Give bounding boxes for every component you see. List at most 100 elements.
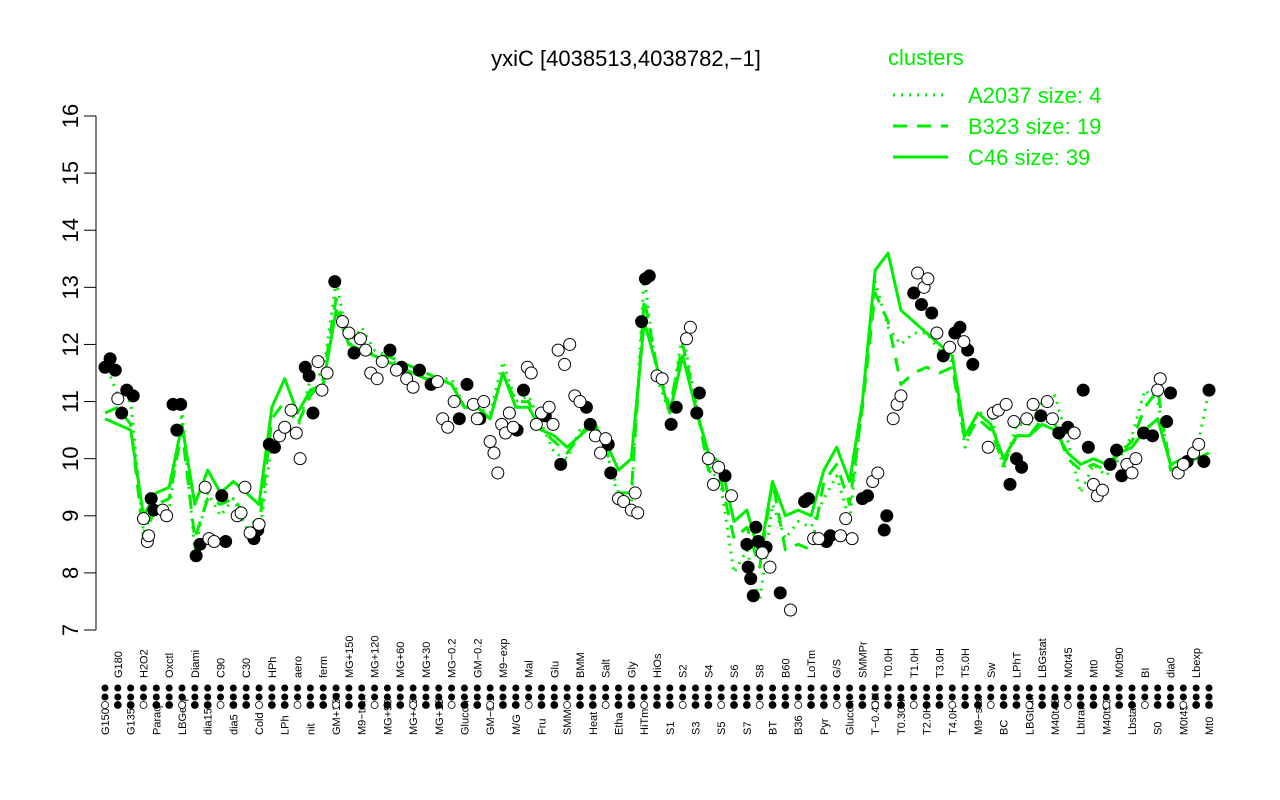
y-tick-label: 14 [58, 218, 83, 242]
rug-mark [1115, 684, 1123, 692]
x-tick-label: M/G [511, 714, 523, 735]
x-tick-label: HiTm [639, 709, 651, 735]
rug-mark [627, 701, 636, 709]
rug-mark [717, 701, 726, 709]
data-point-filled [953, 320, 967, 334]
x-tick-label: T2.0H [922, 705, 934, 735]
rug-mark [152, 693, 160, 701]
x-tick-label: S5 [716, 722, 728, 735]
x-tick-label: LoTm [806, 650, 818, 678]
rug-mark [409, 684, 417, 692]
rug-mark [601, 701, 610, 709]
data-point-open [160, 509, 174, 523]
data-point-open [573, 395, 587, 409]
x-tick-label: B60 [780, 658, 792, 678]
data-point-filled [642, 269, 656, 283]
rug-mark [294, 684, 302, 692]
data-point-open [999, 397, 1013, 411]
rug-mark [486, 693, 494, 701]
data-point-filled [1146, 429, 1160, 443]
rug-mark [794, 693, 802, 701]
rug-mark [550, 684, 558, 692]
data-point-filled [773, 586, 787, 600]
rug-mark [101, 693, 109, 701]
rug-mark [511, 701, 520, 709]
data-point-filled [907, 286, 921, 300]
rug-mark [576, 701, 584, 709]
x-tick-label: Cold [254, 712, 266, 735]
rug-mark [858, 693, 866, 701]
rug-mark [794, 684, 802, 692]
x-tick-label: S6 [729, 665, 741, 678]
data-point-filled [174, 397, 188, 411]
rug-mark [807, 693, 815, 701]
rug-mark [974, 684, 982, 692]
data-point-filled [189, 549, 203, 563]
data-point-open [683, 320, 697, 334]
rug-mark [871, 684, 879, 692]
data-point-open [871, 466, 885, 480]
rug-mark [165, 701, 174, 709]
rug-mark [447, 701, 456, 709]
rug-mark [1128, 701, 1136, 709]
data-point-filled [1197, 455, 1211, 469]
data-point-open [441, 420, 455, 434]
rug-mark [1115, 693, 1123, 701]
rug-mark [1064, 684, 1072, 692]
data-point-open [491, 466, 505, 480]
data-point-open [335, 315, 349, 329]
data-point-open [342, 326, 356, 340]
data-point-open [701, 452, 715, 466]
rug-mark [1038, 684, 1046, 692]
rug-mark [281, 693, 289, 701]
rug-mark [306, 684, 314, 692]
x-tick-label: Lbtran [1076, 704, 1088, 735]
rug-mark [409, 693, 417, 701]
rug-mark [537, 693, 545, 701]
rug-mark [1205, 693, 1213, 701]
rug-mark [640, 701, 649, 709]
x-tick-label: Sw [986, 663, 998, 678]
rug-mark [191, 684, 199, 692]
rug-mark [1166, 701, 1175, 709]
x-tick-label: M0t45 [1063, 647, 1075, 678]
rug-mark [756, 684, 764, 692]
rug-mark [1051, 701, 1059, 709]
rug-mark [704, 693, 712, 701]
data-point-open [389, 363, 403, 377]
rug-mark [191, 693, 199, 701]
rug-mark [743, 684, 751, 692]
data-point-filled [1009, 452, 1023, 466]
rug-mark [935, 693, 943, 701]
data-points [98, 266, 1216, 617]
data-point-open [981, 440, 995, 454]
data-point-open [243, 526, 257, 540]
rug-mark [204, 684, 212, 692]
rug-mark [602, 693, 610, 701]
data-point-open [1125, 466, 1139, 480]
rug-mark [666, 693, 674, 701]
data-point-filled [669, 400, 683, 414]
rug-mark [948, 701, 957, 709]
x-tick-label: BT [768, 721, 780, 735]
rug-mark [1179, 693, 1187, 701]
rug-mark [614, 701, 623, 709]
rug-mark [999, 701, 1008, 709]
x-tick-label: BI [1140, 668, 1152, 678]
rug-mark [576, 684, 584, 692]
rug-mark [948, 693, 956, 701]
data-point-filled [516, 383, 530, 397]
data-point-open [238, 480, 252, 494]
rug-mark [730, 693, 738, 701]
x-tick-label: S4 [703, 665, 715, 678]
x-tick-label: ferm [318, 656, 330, 678]
rug-mark [922, 701, 931, 709]
data-point-filled [635, 315, 649, 329]
rug-mark [473, 693, 481, 701]
data-point-open [845, 532, 859, 546]
data-point-open [563, 337, 577, 351]
data-point-filled [383, 343, 397, 357]
data-point-open [207, 534, 221, 548]
rug-mark [242, 701, 251, 709]
rug-mark [923, 684, 931, 692]
